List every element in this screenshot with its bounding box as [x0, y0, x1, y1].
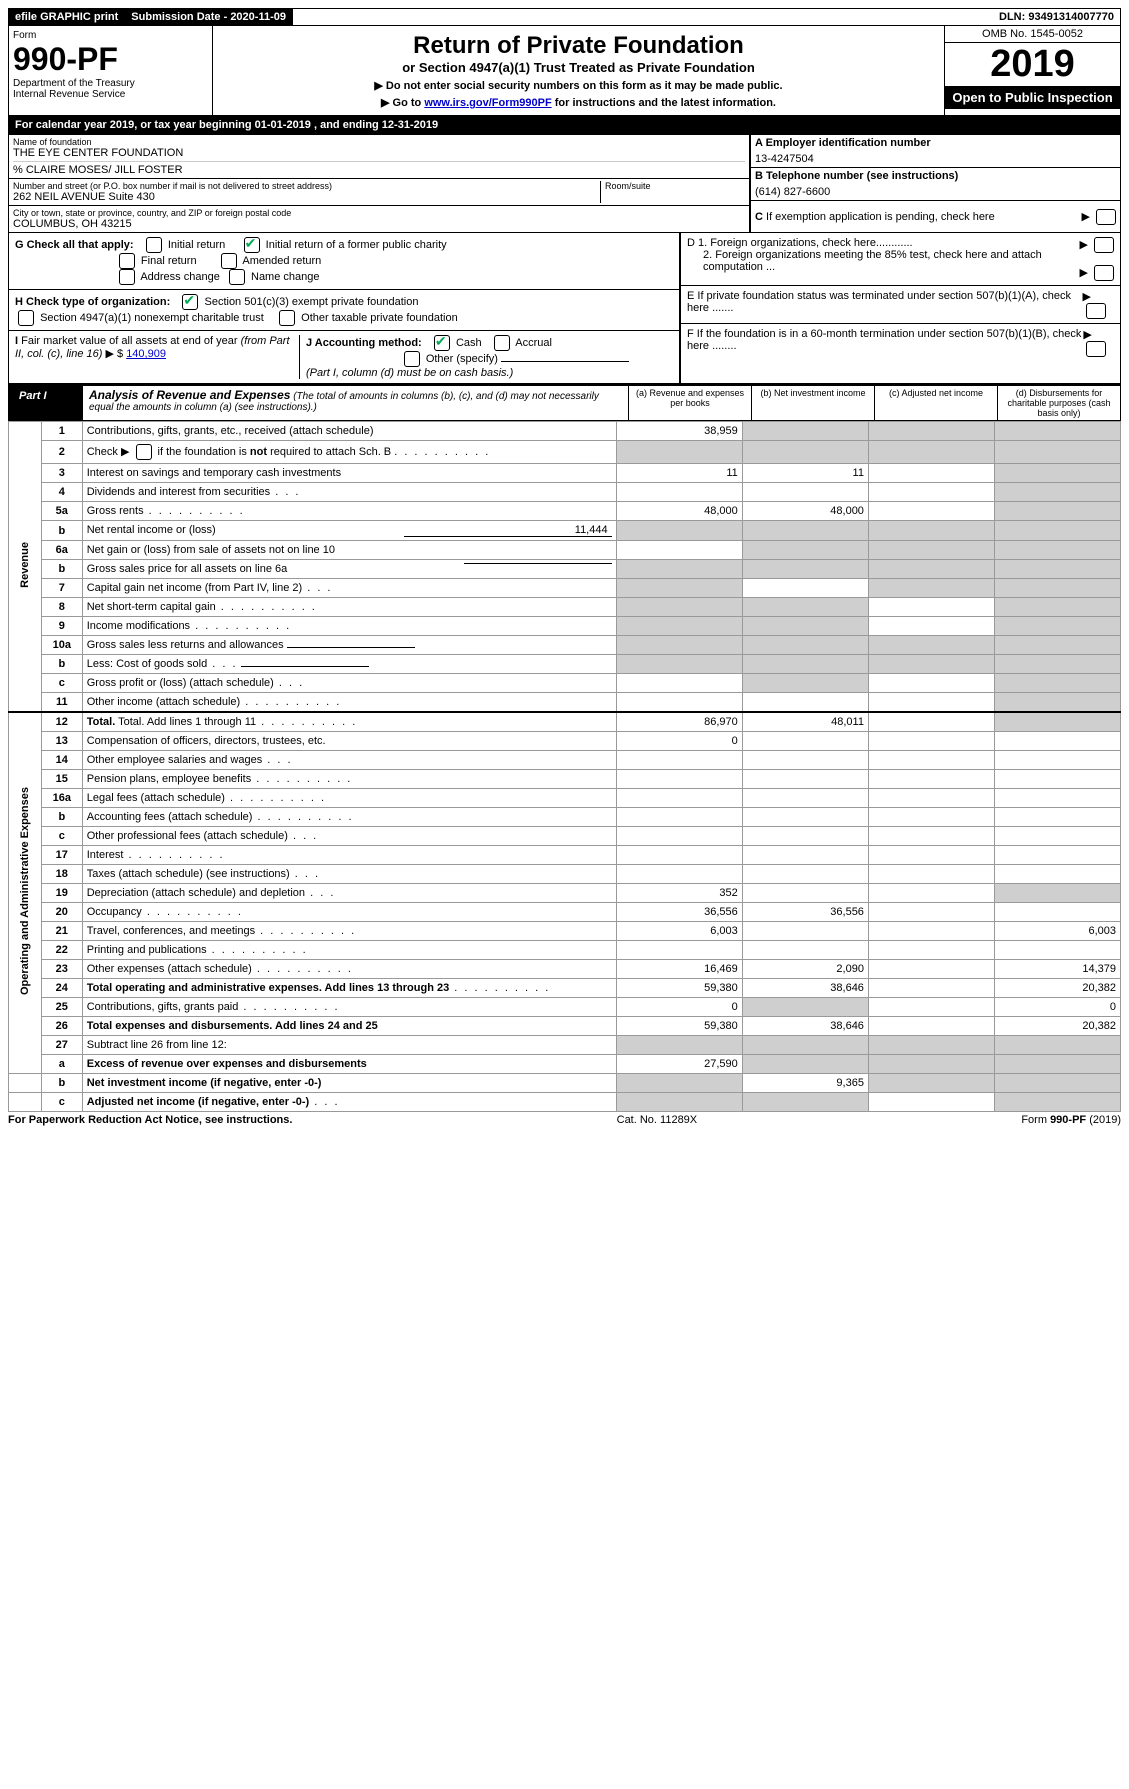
part1-desc: Analysis of Revenue and Expenses (The to… [83, 386, 628, 420]
d2-checkbox[interactable] [1094, 265, 1114, 281]
row-f: F If the foundation is in a 60-month ter… [681, 324, 1120, 361]
form-header: Form 990-PF Department of the Treasury I… [8, 26, 1121, 116]
address: 262 NEIL AVENUE Suite 430 [13, 191, 600, 203]
row-d: D 1. Foreign organizations, check here..… [681, 233, 1120, 286]
foundation-name: THE EYE CENTER FOUNDATION [13, 147, 745, 159]
form-title: Return of Private Foundation [219, 32, 938, 60]
ein: 13-4247504 [755, 153, 1116, 165]
dept2: Internal Revenue Service [13, 89, 208, 100]
h-4947-checkbox[interactable] [18, 310, 34, 326]
h-other-checkbox[interactable] [279, 310, 295, 326]
g-amended-checkbox[interactable] [221, 253, 237, 269]
c-label: If exemption application is pending, che… [766, 211, 995, 223]
d1-checkbox[interactable] [1094, 237, 1114, 253]
entity-block: Name of foundation THE EYE CENTER FOUNDA… [8, 135, 1121, 233]
part1-header: Part I Analysis of Revenue and Expenses … [8, 384, 1121, 421]
col-b-head: (b) Net investment income [751, 386, 874, 420]
top-bar: efile GRAPHIC print Submission Date - 20… [8, 8, 1121, 26]
row-ij: I Fair market value of all assets at end… [9, 331, 679, 383]
footer: For Paperwork Reduction Act Notice, see … [8, 1114, 1121, 1126]
check-sections: G Check all that apply: Initial return I… [8, 233, 1121, 384]
header-center: Return of Private Foundation or Section … [213, 26, 944, 115]
form-word: Form [13, 30, 208, 41]
calendar-year: For calendar year 2019, or tax year begi… [8, 116, 1121, 135]
phone: (614) 827-6600 [755, 186, 1116, 198]
j-accrual-checkbox[interactable] [494, 335, 510, 351]
j-note: (Part I, column (d) must be on cash basi… [306, 367, 513, 379]
foundation-name-label: Name of foundation [13, 137, 745, 147]
g-name-checkbox[interactable] [229, 269, 245, 285]
dln: DLN: 93491314007770 [993, 9, 1120, 25]
address-label: Number and street (or P.O. box number if… [13, 181, 600, 191]
row-g: G Check all that apply: Initial return I… [9, 233, 679, 290]
g-initial-checkbox[interactable] [146, 237, 162, 253]
efile-label[interactable]: efile GRAPHIC print [9, 9, 125, 25]
f-checkbox[interactable] [1086, 341, 1106, 357]
city-label: City or town, state or province, country… [13, 208, 745, 218]
ein-label: A Employer identification number [755, 137, 931, 149]
room-label: Room/suite [605, 181, 745, 191]
col-a-head: (a) Revenue and expenses per books [628, 386, 751, 420]
open-public: Open to Public Inspection [945, 86, 1120, 109]
h-501c3-checkbox[interactable] [182, 294, 198, 310]
col-d-head: (d) Disbursements for charitable purpose… [997, 386, 1120, 420]
c-checkbox[interactable] [1096, 209, 1116, 225]
omb-number: OMB No. 1545-0052 [945, 26, 1120, 43]
inst1: ▶ Do not enter social security numbers o… [219, 79, 938, 92]
j-cash-checkbox[interactable] [434, 335, 450, 351]
revenue-label: Revenue [19, 542, 31, 588]
footer-left: For Paperwork Reduction Act Notice, see … [8, 1114, 292, 1126]
form-number: 990-PF [13, 41, 208, 78]
form-subtitle: or Section 4947(a)(1) Trust Treated as P… [219, 60, 938, 75]
header-right: OMB No. 1545-0052 2019 Open to Public In… [944, 26, 1120, 115]
inst2: ▶ Go to www.irs.gov/Form990PF for instru… [219, 96, 938, 109]
g-addr-checkbox[interactable] [119, 269, 135, 285]
foundation-name2: % CLAIRE MOSES/ JILL FOSTER [13, 161, 745, 176]
analysis-table: Revenue 1Contributions, gifts, grants, e… [8, 421, 1121, 1112]
i-value: 140,909 [126, 348, 166, 360]
row-e: E If private foundation status was termi… [681, 286, 1120, 324]
irs-link[interactable]: www.irs.gov/Form990PF [424, 97, 551, 109]
expenses-label: Operating and Administrative Expenses [19, 787, 31, 995]
row-h: H Check type of organization: Section 50… [9, 290, 679, 331]
e-checkbox[interactable] [1086, 303, 1106, 319]
j-other-checkbox[interactable] [404, 351, 420, 367]
header-left: Form 990-PF Department of the Treasury I… [9, 26, 213, 115]
phone-label: B Telephone number (see instructions) [755, 170, 958, 182]
footer-right: Form 990-PF (2019) [1021, 1114, 1121, 1126]
tax-year: 2019 [945, 43, 1120, 86]
city: COLUMBUS, OH 43215 [13, 218, 745, 230]
line2-checkbox[interactable] [136, 444, 152, 460]
col-c-head: (c) Adjusted net income [874, 386, 997, 420]
g-initial-former-checkbox[interactable] [244, 237, 260, 253]
footer-center: Cat. No. 11289X [617, 1114, 698, 1126]
submission-date: Submission Date - 2020-11-09 [125, 9, 293, 25]
dept1: Department of the Treasury [13, 78, 208, 89]
g-final-checkbox[interactable] [119, 253, 135, 269]
part1-label: Part I [9, 386, 83, 420]
